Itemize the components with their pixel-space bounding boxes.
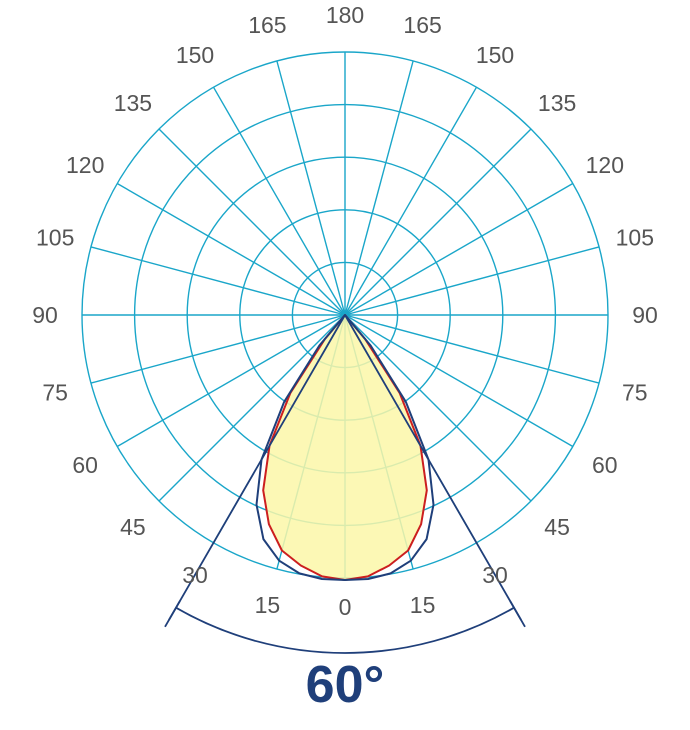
angle-label-left-75: 75 (42, 380, 68, 406)
angle-label-left-90: 90 (32, 302, 58, 328)
angle-label-right-120: 120 (586, 152, 624, 178)
angle-label-180: 180 (326, 2, 364, 28)
grid-spoke (212, 86, 346, 316)
beam-line-left (164, 314, 346, 628)
angle-label-right-15: 15 (410, 592, 436, 618)
angle-label-left-60: 60 (72, 452, 98, 478)
angle-label-left-105: 105 (36, 224, 74, 250)
angle-tick-labels: 0 15 15 30 30 45 45 60 60 75 75 90 90 105 105 120 120 135… (32, 2, 658, 620)
angle-label-left-15: 15 (255, 592, 281, 618)
angle-label-right-75: 75 (622, 380, 648, 406)
grid-spoke (344, 314, 532, 502)
intensity-curves (255, 314, 435, 581)
angle-label-right-90: 90 (632, 302, 658, 328)
grid-spoke (158, 314, 346, 502)
angle-label-right-60: 60 (592, 452, 618, 478)
angle-label-left-120: 120 (66, 152, 104, 178)
angle-label-right-45: 45 (544, 514, 570, 540)
grid-spoke (158, 128, 346, 316)
angle-label-left-150: 150 (176, 42, 214, 68)
grid-spoke (344, 314, 574, 448)
grid-spoke (344, 60, 414, 316)
grid-spoke (344, 246, 600, 316)
beam-arc-end-right (509, 600, 522, 621)
angle-label-right-105: 105 (616, 224, 654, 250)
angle-label-right-135: 135 (538, 90, 576, 116)
angle-label-right-150: 150 (476, 42, 514, 68)
grid-spoke (344, 182, 574, 316)
beam-angle-marker (164, 314, 526, 654)
grid-spoke (116, 314, 346, 448)
beam-arc (175, 606, 515, 654)
beam-line-right (344, 314, 526, 628)
angle-label-left-165: 165 (248, 12, 286, 38)
series-curve-1 (262, 314, 428, 581)
grid-spoke (276, 60, 346, 316)
beam-angle-label: 60° (306, 656, 385, 714)
grid-spoke (344, 86, 478, 316)
angle-label-right-30: 30 (482, 562, 508, 588)
angle-label-right-165: 165 (403, 12, 441, 38)
grid-spoke (344, 314, 600, 384)
grid-spoke (90, 246, 346, 316)
angle-label-0: 0 (339, 594, 352, 620)
beam-arc-end-left (168, 600, 181, 621)
grid-spoke (116, 182, 346, 316)
angle-label-left-45: 45 (120, 514, 146, 540)
grid-spoke (90, 314, 346, 384)
angle-label-left-30: 30 (182, 562, 208, 588)
grid-spoke (344, 128, 532, 316)
angle-label-left-135: 135 (114, 90, 152, 116)
